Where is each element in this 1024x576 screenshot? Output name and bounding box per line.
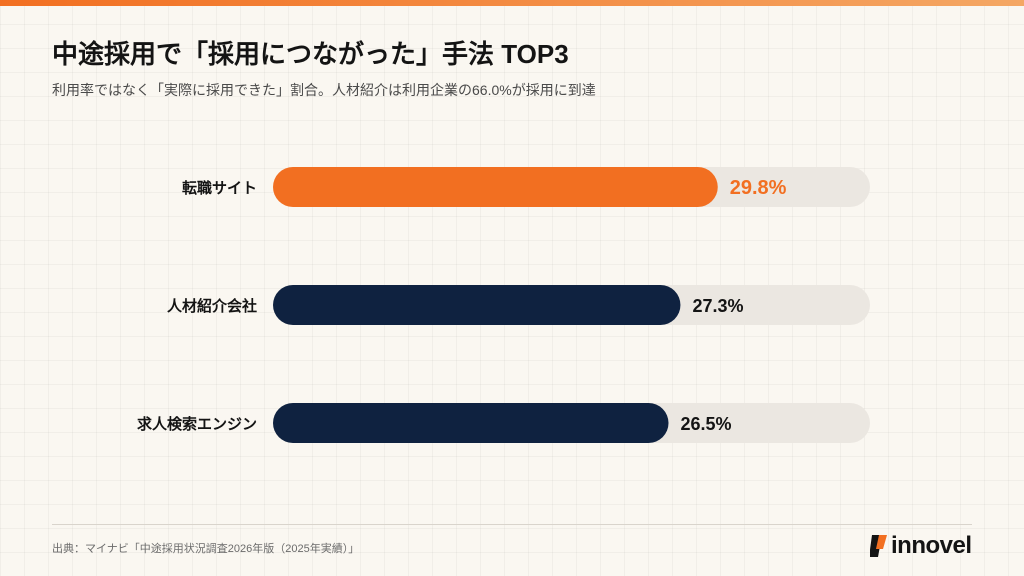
value-label: 26.5%: [681, 414, 732, 434]
top-accent-bar: [0, 0, 1024, 6]
logo-mark-icon: [870, 535, 887, 557]
bar-1: [273, 167, 718, 207]
page-title: 中途採用で「採用につながった」手法 TOP3: [52, 39, 569, 69]
value-label: 27.3%: [692, 296, 743, 316]
footer-divider: [52, 524, 972, 525]
source-note: 出典：マイナビ「中途採用状況調査2026年版（2025年実績）」: [52, 543, 360, 555]
page-subtitle: 利用率ではなく「実際に採用できた」割合。人材紹介は利用企業の66.0%が採用に到…: [52, 82, 596, 98]
category-label: 求人検索エンジン: [137, 415, 257, 433]
category-label: 人材紹介会社: [167, 297, 257, 315]
category-label: 転職サイト: [182, 179, 257, 197]
bar-3: [273, 403, 669, 443]
bar-2: [273, 285, 681, 325]
value-label: 29.8%: [730, 177, 787, 199]
logo-text: innovel: [891, 532, 972, 559]
innovel-logo: innovel: [870, 532, 972, 560]
